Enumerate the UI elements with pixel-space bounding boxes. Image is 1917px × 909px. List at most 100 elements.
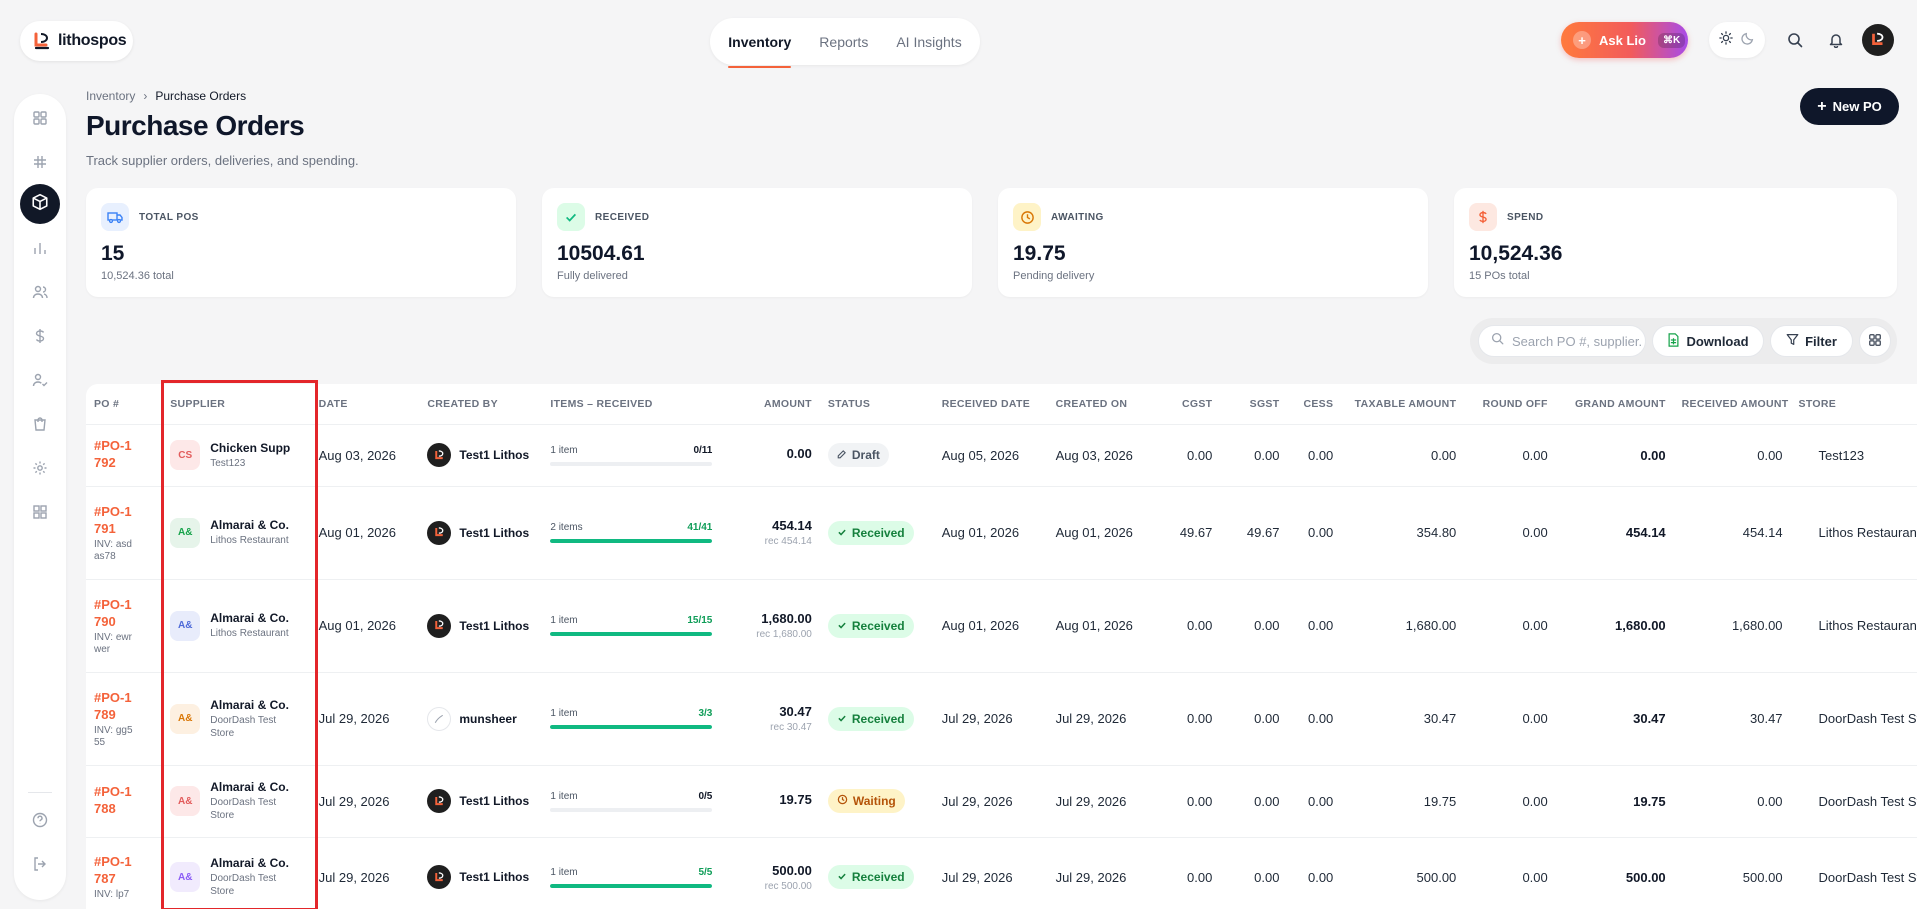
col-status[interactable]: STATUS bbox=[819, 384, 934, 425]
taxable-amount-cell: 19.75 bbox=[1341, 765, 1465, 838]
col-cgst[interactable]: CGST bbox=[1161, 384, 1221, 425]
supplier-store: DoorDash Test Store bbox=[210, 714, 277, 739]
table-row[interactable]: #PO-1792 CS Chicken Supp Test123 Aug 03, 202… bbox=[86, 424, 1917, 487]
bell-icon[interactable] bbox=[1822, 26, 1850, 54]
supplier-name[interactable]: Almarai & Co. bbox=[210, 697, 289, 712]
col-items[interactable]: ITEMS – RECEIVED bbox=[542, 384, 728, 425]
supplier-name[interactable]: Almarai & Co. bbox=[210, 780, 289, 794]
col-received-date[interactable]: RECEIVED DATE bbox=[933, 384, 1048, 425]
table-row[interactable]: #PO-1788 A& Almarai & Co. DoorDash Test Sto… bbox=[86, 765, 1917, 838]
po-number[interactable]: #PO-1791 bbox=[94, 503, 132, 536]
supplier-cell: A& Almarai & Co. Lithos Restaurant bbox=[162, 579, 311, 673]
received-amount-cell: 0.00 bbox=[1673, 765, 1791, 838]
po-cell[interactable]: #PO-1791 INV: asdas78 bbox=[86, 486, 163, 580]
col-amount[interactable]: AMOUNT bbox=[727, 384, 820, 425]
brand-name: lithospos bbox=[58, 32, 127, 49]
sidebar-item-orders[interactable] bbox=[24, 410, 56, 442]
supplier-name[interactable]: Almarai & Co. bbox=[210, 611, 289, 625]
col-grand-amount[interactable]: GRAND AMOUNT bbox=[1555, 384, 1674, 425]
po-number[interactable]: #PO-1787 bbox=[94, 854, 132, 886]
table-row[interactable]: #PO-1791 INV: asdas78 A& Almarai & Co. Litho… bbox=[86, 486, 1917, 580]
sidebar-item-settings[interactable] bbox=[24, 454, 56, 486]
items-progress-bar bbox=[550, 807, 713, 812]
table-header-row: PO # SUPPLIER DATE CREATED BY ITEMS – RE… bbox=[86, 384, 1917, 425]
col-cess[interactable]: CESS bbox=[1287, 384, 1342, 425]
table-row[interactable]: #PO-1790 INV: ewrwer A& Almarai & Co. Lithos… bbox=[86, 579, 1917, 673]
items-count: 2 items bbox=[550, 522, 583, 533]
sidebar-item-staff[interactable] bbox=[24, 366, 56, 398]
sidebar-item-dashboard[interactable] bbox=[24, 104, 56, 136]
user-avatar[interactable] bbox=[1862, 24, 1894, 56]
po-number[interactable]: #PO-1790 bbox=[94, 596, 132, 629]
stat-sub: 10,524.36 total bbox=[101, 270, 174, 282]
col-po[interactable]: PO # bbox=[86, 384, 163, 425]
creator-name: Test1 Lithos bbox=[459, 525, 530, 540]
status-cell: Received bbox=[819, 837, 934, 909]
creator-avatar bbox=[427, 613, 452, 638]
col-created-by[interactable]: CREATED BY bbox=[419, 384, 543, 425]
gear-icon bbox=[32, 460, 48, 481]
supplier-store: DoorDash Test Store bbox=[210, 797, 277, 821]
col-date[interactable]: DATE bbox=[310, 384, 420, 425]
po-cell[interactable]: #PO-1790 INV: ewrwer bbox=[86, 579, 163, 673]
search-icon[interactable] bbox=[1781, 26, 1809, 54]
sidebar-item-reports[interactable] bbox=[24, 234, 56, 266]
sidebar-item-tables[interactable] bbox=[24, 148, 56, 180]
received-amount-cell: 454.14 bbox=[1673, 486, 1791, 580]
download-button[interactable]: Download bbox=[1652, 325, 1764, 357]
creator-name: Test1 Lithos bbox=[459, 618, 530, 633]
col-received-amount[interactable]: RECEIVED AMOUNT bbox=[1673, 384, 1791, 425]
supplier-name[interactable]: Almarai & Co. bbox=[210, 518, 289, 532]
filter-button[interactable]: Filter bbox=[1770, 325, 1853, 357]
stat-value: 10,524.36 bbox=[1469, 242, 1563, 265]
users-icon bbox=[32, 284, 48, 305]
cess-cell: 0.00 bbox=[1287, 765, 1342, 838]
po-cell[interactable]: #PO-1789 INV: gg555 bbox=[86, 672, 163, 766]
col-sgst[interactable]: SGST bbox=[1220, 384, 1288, 425]
new-po-button[interactable]: + New PO bbox=[1800, 88, 1899, 125]
col-taxable-amount[interactable]: TAXABLE AMOUNT bbox=[1341, 384, 1465, 425]
po-number[interactable]: #PO-1788 bbox=[94, 784, 132, 816]
po-cell[interactable]: #PO-1787 INV: lp7 bbox=[86, 837, 163, 909]
view-toggle-button[interactable] bbox=[1859, 325, 1891, 357]
search-box[interactable] bbox=[1478, 325, 1646, 357]
received-date-cell: Aug 05, 2026 bbox=[933, 424, 1048, 487]
sun-icon[interactable] bbox=[1719, 30, 1733, 50]
cgst-cell: 0.00 bbox=[1161, 837, 1221, 909]
round-off-cell: 0.00 bbox=[1464, 672, 1556, 766]
grand-amount-cell: 30.47 bbox=[1555, 672, 1674, 766]
tab-reports[interactable]: Reports bbox=[819, 33, 869, 50]
help-icon bbox=[32, 812, 48, 833]
tab-inventory[interactable]: Inventory bbox=[728, 18, 792, 68]
po-number[interactable]: #PO-1789 bbox=[94, 689, 132, 722]
supplier-name[interactable]: Chicken Supp bbox=[210, 440, 291, 455]
moon-icon[interactable] bbox=[1741, 31, 1755, 50]
sidebar-item-payments[interactable] bbox=[24, 322, 56, 354]
table-row[interactable]: #PO-1787 INV: lp7 A& Almarai & Co. DoorDash … bbox=[86, 837, 1917, 909]
sidebar-item-logout[interactable] bbox=[24, 850, 56, 882]
table-row[interactable]: #PO-1789 INV: gg555 A& Almarai & Co. DoorDas… bbox=[86, 672, 1917, 766]
search-input[interactable] bbox=[1512, 333, 1642, 349]
received-icon bbox=[837, 712, 847, 726]
col-supplier[interactable]: SUPPLIER bbox=[162, 384, 311, 425]
sidebar-item-inventory[interactable] bbox=[20, 184, 60, 224]
col-created-on[interactable]: CREATED ON bbox=[1047, 384, 1162, 425]
col-store[interactable]: STORE bbox=[1790, 384, 1917, 425]
theme-toggle[interactable] bbox=[1709, 22, 1765, 58]
grand-amount-cell: 19.75 bbox=[1555, 765, 1674, 838]
sidebar-item-customers[interactable] bbox=[24, 278, 56, 310]
po-number[interactable]: #PO-1792 bbox=[94, 438, 132, 470]
sidebar-item-help[interactable] bbox=[24, 806, 56, 838]
supplier-store: Lithos Restaurant bbox=[210, 628, 289, 639]
taxable-amount-cell: 0.00 bbox=[1341, 424, 1465, 487]
po-cell[interactable]: #PO-1788 bbox=[86, 765, 163, 838]
sidebar-item-apps[interactable] bbox=[24, 498, 56, 530]
tab-ai-insights[interactable]: AI Insights bbox=[896, 33, 962, 50]
po-cell[interactable]: #PO-1792 bbox=[86, 424, 163, 487]
breadcrumb-inventory[interactable]: Inventory bbox=[86, 89, 136, 103]
col-round-off[interactable]: ROUND OFF bbox=[1464, 384, 1556, 425]
taxable-amount-cell: 354.80 bbox=[1341, 486, 1465, 580]
supplier-name[interactable]: Almarai & Co. bbox=[210, 856, 289, 870]
ask-lio-button[interactable]: + Ask Lio ⌘K bbox=[1561, 22, 1688, 58]
logo[interactable]: lithospos bbox=[20, 21, 133, 61]
